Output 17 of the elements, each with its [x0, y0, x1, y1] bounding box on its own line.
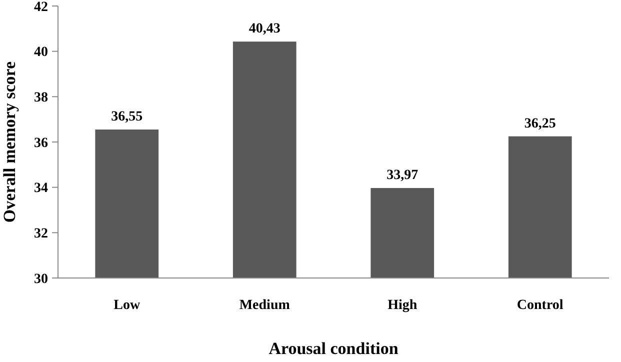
data-label: 40,43 [248, 22, 280, 37]
data-label: 33,97 [386, 168, 418, 184]
data-label: 36,25 [524, 116, 556, 132]
x-tick-label: Low [114, 298, 141, 313]
x-tick-label: High [388, 298, 418, 313]
y-tick-label: 36 [34, 136, 48, 151]
y-tick-label: 40 [34, 45, 48, 60]
y-tick-label: 42 [34, 0, 48, 15]
y-tick-label: 30 [34, 272, 48, 287]
x-tick-label: Medium [239, 298, 290, 313]
x-tick-label: Control [516, 298, 564, 313]
y-tick-label: 32 [34, 226, 48, 242]
x-axis-title: Arousal condition [268, 339, 399, 358]
y-tick-label: 38 [34, 90, 48, 106]
data-label: 36,55 [111, 110, 143, 125]
y-tick-label: 34 [34, 181, 48, 196]
y-axis-title: Overall memory score [0, 60, 19, 223]
